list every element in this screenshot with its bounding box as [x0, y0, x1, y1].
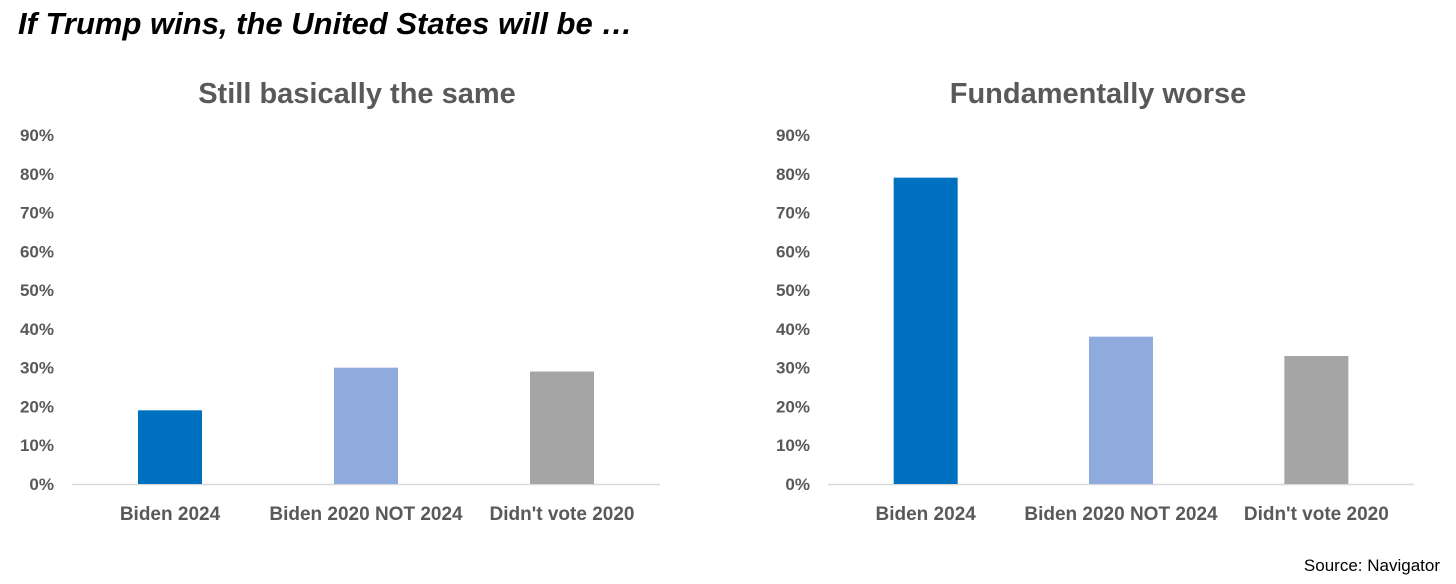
bar: [138, 410, 202, 484]
bar: [530, 371, 594, 484]
y-tick-label: 0%: [29, 475, 54, 494]
y-tick-label: 30%: [20, 359, 54, 378]
y-tick-label: 40%: [776, 320, 810, 339]
x-tick-label: Biden 2024: [120, 504, 221, 525]
y-tick-label: 20%: [20, 397, 54, 416]
x-tick-label: Didn't vote 2020: [1244, 504, 1389, 525]
y-tick-label: 60%: [776, 242, 810, 261]
x-tick-label: Biden 2024: [876, 504, 977, 525]
y-tick-label: 70%: [776, 204, 810, 223]
bar: [1284, 356, 1349, 484]
x-tick-label: Didn't vote 2020: [490, 504, 635, 525]
source-note: Source: Navigator: [1303, 556, 1440, 575]
y-tick-label: 80%: [776, 165, 810, 184]
y-tick-label: 70%: [20, 204, 54, 223]
bar: [893, 177, 958, 484]
page-title: If Trump wins, the United States will be…: [18, 6, 633, 41]
x-tick-label: Biden 2020 NOT 2024: [1024, 504, 1218, 525]
y-tick-label: 50%: [20, 281, 54, 300]
x-tick-label: Biden 2020 NOT 2024: [269, 504, 463, 525]
chart-title: Still basically the same: [198, 78, 516, 110]
y-tick-label: 0%: [785, 475, 810, 494]
y-tick-label: 80%: [20, 165, 54, 184]
y-tick-label: 50%: [776, 281, 810, 300]
bar: [334, 367, 398, 484]
chart-title: Fundamentally worse: [950, 78, 1247, 110]
y-tick-label: 60%: [20, 242, 54, 261]
y-tick-label: 10%: [776, 436, 810, 455]
y-tick-label: 90%: [776, 126, 810, 145]
y-tick-label: 30%: [776, 359, 810, 378]
y-tick-label: 10%: [20, 436, 54, 455]
y-tick-label: 40%: [20, 320, 54, 339]
bar: [1089, 336, 1153, 484]
y-tick-label: 20%: [776, 397, 810, 416]
y-tick-label: 90%: [20, 126, 54, 145]
